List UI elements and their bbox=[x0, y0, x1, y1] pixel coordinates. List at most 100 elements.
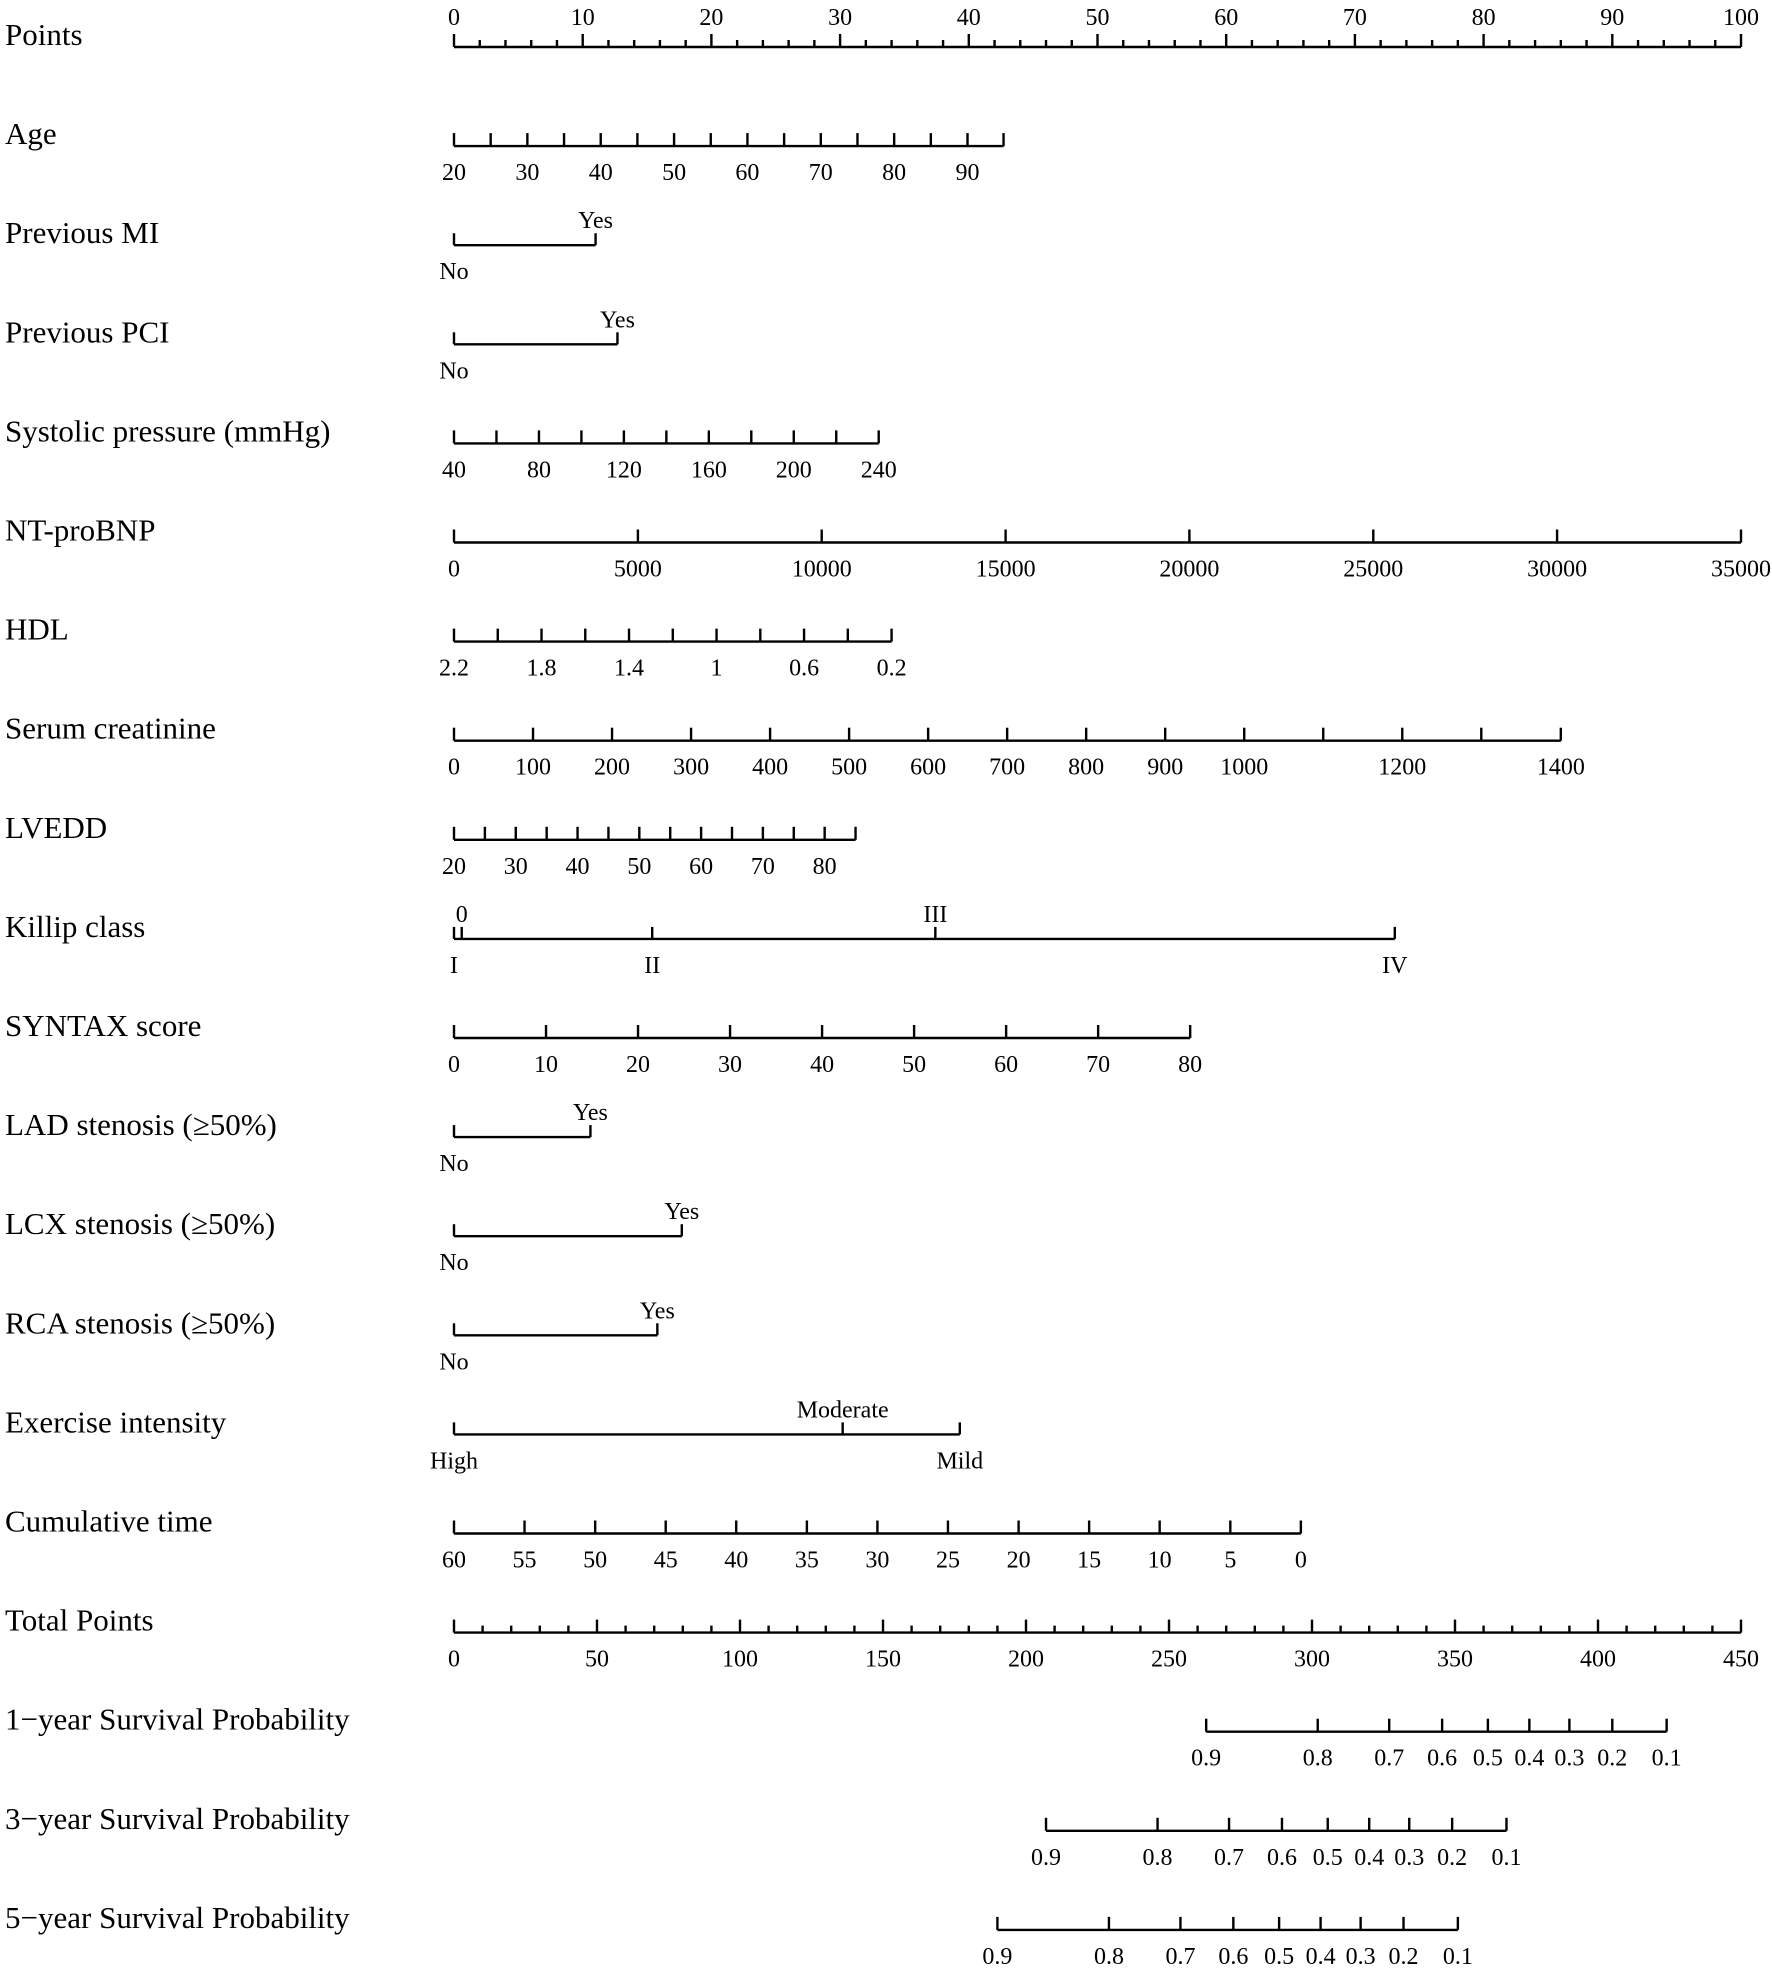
row-label: LVEDD bbox=[5, 810, 107, 845]
row-label: LAD stenosis (≥50%) bbox=[5, 1107, 277, 1142]
row-label: 1−year Survival Probability bbox=[5, 1702, 350, 1737]
tick-label: 1 bbox=[711, 656, 723, 682]
tick-label: 5 bbox=[1224, 1548, 1236, 1574]
tick-label: No bbox=[439, 1349, 468, 1375]
tick-label: 1.8 bbox=[527, 656, 557, 682]
tick-label: 80 bbox=[1472, 5, 1496, 31]
tick-label: 10000 bbox=[792, 557, 852, 583]
tick-label: 70 bbox=[751, 854, 775, 880]
tick-label: 80 bbox=[882, 160, 906, 186]
tick-label: Mild bbox=[936, 1448, 983, 1474]
row-label: NT-proBNP bbox=[5, 513, 155, 548]
tick-label: Yes bbox=[578, 208, 613, 234]
tick-label: 35 bbox=[795, 1548, 819, 1574]
tick-label: 1200 bbox=[1378, 755, 1426, 781]
tick-label: 0.7 bbox=[1214, 1845, 1244, 1871]
tick-label: 90 bbox=[956, 160, 980, 186]
tick-label: Yes bbox=[573, 1100, 608, 1126]
tick-label: 40 bbox=[442, 457, 466, 483]
tick-label: 40 bbox=[566, 854, 590, 880]
tick-label: 0.4 bbox=[1354, 1845, 1384, 1871]
tick-label: 60 bbox=[689, 854, 713, 880]
tick-label: 400 bbox=[1580, 1647, 1616, 1673]
tick-label: 70 bbox=[1343, 5, 1367, 31]
tick-label: 100 bbox=[515, 755, 551, 781]
tick-label: 0 bbox=[456, 902, 468, 928]
tick-label: 0.3 bbox=[1346, 1944, 1376, 1970]
tick-label: 40 bbox=[589, 160, 613, 186]
tick-label: 0.5 bbox=[1313, 1845, 1343, 1871]
nomogram-row-0: Points 0 10 20 30 40 50 60 70 80 90 100 bbox=[5, 5, 1759, 52]
tick-label: 20 bbox=[442, 854, 466, 880]
nomogram-row-13: RCA stenosis (≥50%) No Yes bbox=[5, 1298, 675, 1375]
row-label: SYNTAX score bbox=[5, 1008, 201, 1043]
tick-label: 50 bbox=[583, 1548, 607, 1574]
row-label: Total Points bbox=[5, 1603, 154, 1638]
nomogram-row-19: 5−year Survival Probability 0.9 0.8 0.7 0.6 0… bbox=[5, 1900, 1473, 1970]
tick-label: 0 bbox=[448, 1052, 460, 1078]
tick-label: 20 bbox=[626, 1052, 650, 1078]
tick-label: 80 bbox=[527, 457, 551, 483]
nomogram-row-1: Age 20 30 40 50 60 70 80 90 bbox=[5, 116, 1005, 186]
tick-label: 0.6 bbox=[1267, 1845, 1297, 1871]
tick-label: 60 bbox=[994, 1052, 1018, 1078]
tick-label: 450 bbox=[1723, 1647, 1759, 1673]
tick-label: 30000 bbox=[1527, 557, 1587, 583]
row-label: 5−year Survival Probability bbox=[5, 1900, 350, 1935]
tick-label: 200 bbox=[594, 755, 630, 781]
tick-label: 25000 bbox=[1343, 557, 1403, 583]
tick-label: Moderate bbox=[797, 1397, 889, 1423]
tick-label: 150 bbox=[865, 1647, 901, 1673]
tick-label: 0.2 bbox=[1389, 1944, 1419, 1970]
tick-label: 0.4 bbox=[1306, 1944, 1336, 1970]
tick-label: 20 bbox=[442, 160, 466, 186]
tick-label: 160 bbox=[691, 457, 727, 483]
nomogram-row-14: Exercise intensity High Moderate Mild bbox=[5, 1397, 983, 1474]
tick-label: 0.1 bbox=[1491, 1845, 1521, 1871]
tick-label: 90 bbox=[1600, 5, 1624, 31]
tick-label: 15 bbox=[1077, 1548, 1101, 1574]
tick-label: 20000 bbox=[1159, 557, 1219, 583]
tick-label: 250 bbox=[1151, 1647, 1187, 1673]
nomogram-row-6: HDL 2.2 1.8 1.4 1 0.6 0.2 bbox=[5, 612, 907, 682]
tick-label: 0.6 bbox=[789, 656, 819, 682]
nomogram-row-16: Total Points 0 50 100 150 200 250 300 350 400 450 bbox=[5, 1603, 1759, 1673]
tick-label: No bbox=[439, 1250, 468, 1276]
tick-label: Yes bbox=[640, 1298, 675, 1324]
tick-label: 45 bbox=[654, 1548, 678, 1574]
tick-label: 100 bbox=[722, 1647, 758, 1673]
tick-label: 350 bbox=[1437, 1647, 1473, 1673]
tick-label: 5000 bbox=[614, 557, 662, 583]
tick-label: 200 bbox=[776, 457, 812, 483]
row-label: Exercise intensity bbox=[5, 1404, 227, 1439]
tick-label: 50 bbox=[662, 160, 686, 186]
row-label: Systolic pressure (mmHg) bbox=[5, 413, 330, 448]
row-label: LCX stenosis (≥50%) bbox=[5, 1206, 275, 1241]
tick-label: 10 bbox=[1148, 1548, 1172, 1574]
tick-label: 0.2 bbox=[1597, 1746, 1627, 1772]
tick-label: 700 bbox=[989, 755, 1025, 781]
row-label: RCA stenosis (≥50%) bbox=[5, 1305, 275, 1340]
tick-label: 0 bbox=[1295, 1548, 1307, 1574]
tick-label: 30 bbox=[504, 854, 528, 880]
tick-label: No bbox=[439, 259, 468, 285]
tick-label: 1.4 bbox=[614, 656, 644, 682]
nomogram-row-4: Systolic pressure (mmHg) 40 80 120 160 200 240 bbox=[5, 413, 897, 483]
tick-label: No bbox=[439, 1151, 468, 1177]
tick-label: 0.1 bbox=[1652, 1746, 1682, 1772]
tick-label: 0.6 bbox=[1427, 1746, 1457, 1772]
tick-label: 30 bbox=[828, 5, 852, 31]
tick-label: 0.7 bbox=[1165, 1944, 1195, 1970]
tick-label: 0.4 bbox=[1514, 1746, 1544, 1772]
tick-label: 2.2 bbox=[439, 656, 469, 682]
tick-label: 50 bbox=[585, 1647, 609, 1673]
tick-label: 1400 bbox=[1537, 755, 1585, 781]
tick-label: 900 bbox=[1147, 755, 1183, 781]
tick-label: 35000 bbox=[1711, 557, 1771, 583]
row-label: Serum creatinine bbox=[5, 711, 216, 746]
tick-label: 25 bbox=[936, 1548, 960, 1574]
tick-label: 20 bbox=[699, 5, 723, 31]
tick-label: 0.5 bbox=[1264, 1944, 1294, 1970]
